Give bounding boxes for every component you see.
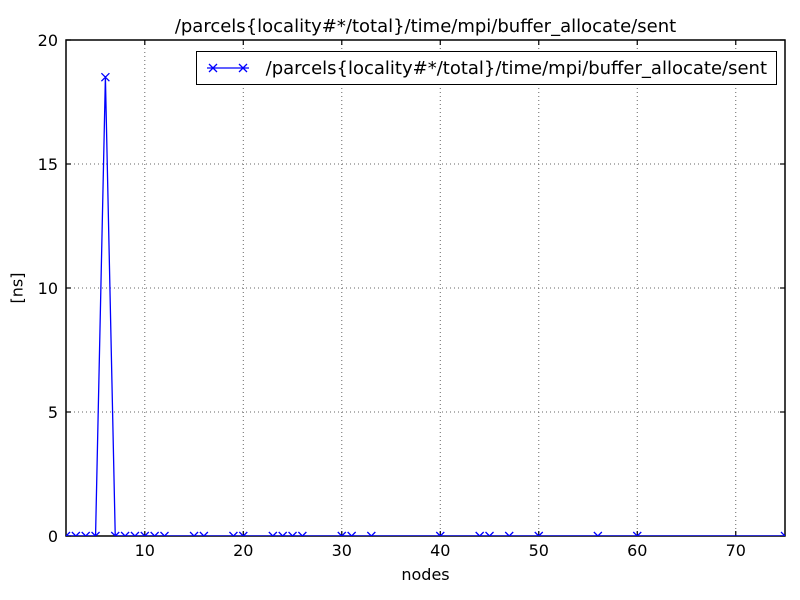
data-point-marker	[66, 72, 785, 536]
y-axis-label: [ns]	[7, 272, 27, 304]
x-tick-label: 50	[529, 541, 549, 560]
x-tick-label: 10	[135, 541, 155, 560]
data-line	[66, 77, 785, 536]
y-tick-label: 5	[48, 403, 58, 422]
y-tick-label: 0	[48, 527, 58, 546]
x-tick-label: 60	[627, 541, 647, 560]
x-tick-label: 20	[233, 541, 253, 560]
legend: /parcels{locality#*/total}/time/mpi/buff…	[195, 51, 777, 85]
x-tick-label: 30	[332, 541, 352, 560]
y-tick-label: 10	[38, 279, 58, 298]
chart-title: /parcels{locality#*/total}/time/mpi/buff…	[174, 16, 677, 37]
legend-label: /parcels{locality#*/total}/time/mpi/buff…	[265, 57, 767, 79]
x-tick-label: 70	[726, 541, 746, 560]
legend-sample-marker	[238, 63, 248, 73]
axes-frame	[65, 39, 786, 537]
legend-sample-marker	[208, 63, 218, 73]
legend-line-sample	[206, 63, 249, 73]
x-tick-label: 40	[430, 541, 450, 560]
y-tick-label: 15	[38, 155, 58, 174]
x-axis-label: nodes	[401, 565, 450, 584]
y-tick-label: 20	[38, 31, 58, 50]
